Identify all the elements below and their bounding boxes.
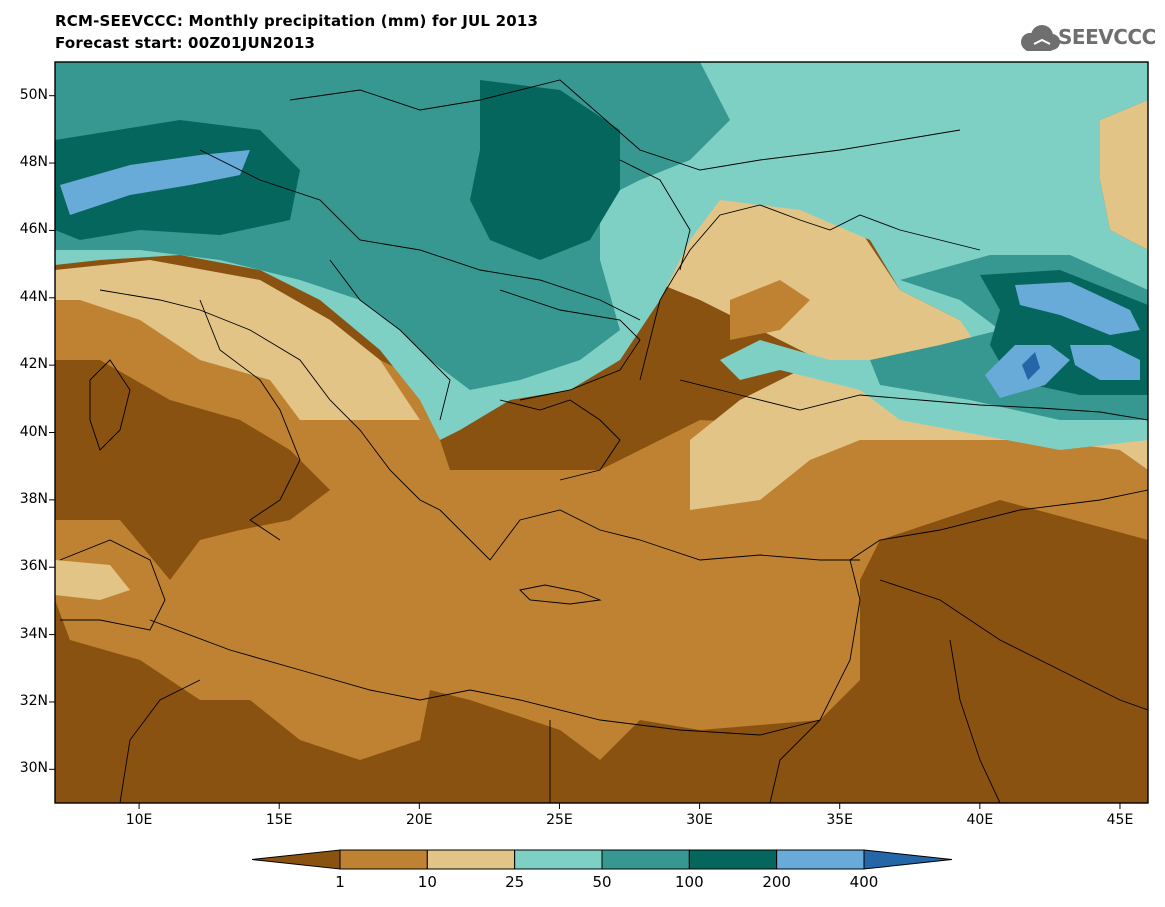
lon-tick-label: 40E: [966, 812, 994, 828]
lon-tick-label: 15E: [265, 812, 293, 828]
precip-class-400-region: [1070, 345, 1140, 380]
coastlines-borders: [59, 79, 1148, 803]
lat-tick-label: 38N: [19, 490, 48, 507]
precip-class-max-region: [1022, 352, 1040, 380]
logo-text: SEEVCCC: [1058, 25, 1156, 49]
seevccc-logo: [1021, 25, 1060, 51]
lat-tick-label: 34N: [19, 625, 48, 642]
colorbar-swatch: [688, 849, 778, 870]
colorbar-label: 10: [417, 873, 437, 891]
colorbar-label: 400: [849, 873, 879, 891]
lon-tick-label: 30E: [686, 812, 713, 828]
lon-tick-label: 45E: [1106, 812, 1134, 828]
forecast-start-subtitle: Forecast start: 00Z01JUN2013: [55, 34, 316, 52]
colorbar-swatch: [514, 849, 603, 870]
precip-class-25-region: [55, 560, 130, 600]
precip-class-400-region: [1015, 282, 1140, 335]
colorbar-label: 100: [675, 873, 704, 891]
lat-tick-label: 40N: [19, 423, 48, 440]
lat-tick-label: 42N: [19, 356, 48, 373]
colorbar-swatch: [426, 849, 516, 870]
colorbar-swatch: [339, 849, 428, 870]
lat-tick-label: 32N: [19, 692, 48, 709]
cloud-icon: [1021, 25, 1060, 51]
lat-tick-label: 50N: [19, 86, 48, 103]
precip-class-10-region: [730, 280, 810, 340]
colorbar-label: 25: [505, 873, 525, 891]
lat-tick-label: 36N: [19, 558, 48, 575]
precipitation-field: [55, 62, 1148, 803]
axis-ticks: [49, 95, 1121, 809]
precip-class-25-region: [55, 260, 420, 420]
lat-tick-label: 30N: [19, 760, 48, 777]
colorbar-swatch: [601, 849, 690, 870]
map-title: RCM-SEEVCCC: Monthly precipitation (mm) …: [55, 12, 539, 30]
lon-tick-label: 20E: [405, 812, 433, 828]
colorbar-label: 1: [335, 873, 345, 891]
colorbar-label: 50: [592, 873, 612, 891]
lon-tick-label: 25E: [546, 812, 573, 828]
colorbar-high-arrow: [863, 849, 953, 870]
lon-tick-label: 35E: [826, 812, 854, 828]
colorbar-low-arrow: [251, 849, 341, 870]
lat-tick-label: 46N: [19, 221, 48, 238]
lon-tick-label: 10E: [125, 812, 153, 828]
precip-class-25-region: [1100, 100, 1148, 250]
precip-class-400-region: [60, 150, 250, 215]
colorbar-swatch: [776, 849, 865, 870]
lat-tick-label: 44N: [19, 288, 48, 305]
precip-class-200-region: [470, 80, 620, 260]
lat-tick-label: 48N: [19, 154, 48, 171]
colorbar-label: 200: [762, 873, 791, 891]
colorbar: [251, 849, 953, 870]
